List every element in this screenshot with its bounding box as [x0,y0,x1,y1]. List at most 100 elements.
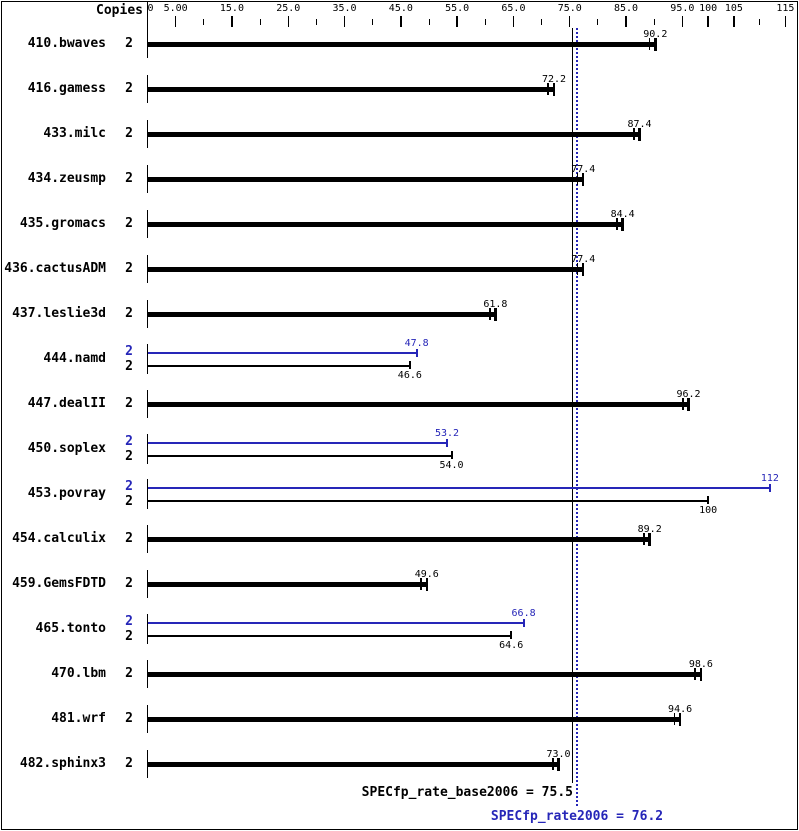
base-bar-inner-tick [633,128,635,140]
axis-minor-tick [484,19,486,25]
base-bar [148,365,410,367]
axis-minor-tick [597,19,599,25]
copies-value: 2 [125,531,133,546]
row-axis-segment [146,390,149,418]
base-bar-inner-tick [551,758,554,770]
row-axis-segment [146,30,149,58]
base-bar-inner-tick [576,173,579,185]
copies-value: 2 [125,306,133,321]
axis-baseline [146,2,149,30]
peak-bar-end-tick [446,439,449,447]
axis-tick-label: 85.0 [614,3,639,14]
base-bar [148,311,496,317]
benchmark-label: 465.tonto [35,621,106,636]
base-bar-inner-tick [673,713,676,725]
axis-major-tick [400,16,402,27]
base-value-label: 90.2 [643,29,668,40]
base-value-label: 84.4 [610,209,635,220]
benchmark-label: 444.namd [43,351,106,366]
base-bar [148,716,681,722]
base-value-label: 77.4 [571,164,596,175]
base-bar [148,131,640,137]
axis-minor-tick [203,19,205,25]
peak-value-label: 66.8 [511,608,536,619]
base-bar [148,266,584,272]
base-bar-end-tick [425,577,428,591]
row-axis-segment [146,660,149,688]
base-value-label: 94.6 [668,704,693,715]
copies-value-base: 2 [125,359,133,374]
peak-bar [148,487,770,489]
row-axis-segment [146,750,149,778]
benchmark-label: 450.soplex [27,441,106,456]
benchmark-label: 447.dealII [27,396,106,411]
base-bar [148,455,452,457]
base-bar-end-tick [621,217,624,231]
axis-tick-label: 100 [699,3,718,14]
axis-tick-label: 105 [724,3,743,14]
base-bar-inner-tick [694,668,696,680]
base-value-label: 77.4 [571,254,596,265]
axis-major-tick [174,16,177,27]
copies-value-base: 2 [125,449,133,464]
base-bar [148,41,656,47]
row-axis-segment [146,120,149,148]
base-bar-end-tick [450,451,453,459]
base-value-label: 46.6 [397,370,422,381]
row-axis-segment [146,300,149,328]
axis-major-tick [733,16,735,27]
row-axis-segment [146,570,149,598]
base-bar-end-tick [648,532,651,546]
copies-value-base: 2 [125,494,133,509]
copies-value: 2 [125,36,133,51]
base-bar [148,761,559,767]
axis-minor-tick [759,19,761,25]
axis-major-tick [231,16,233,27]
base-bar-end-tick [687,397,690,411]
benchmark-label: 434.zeusmp [27,171,106,186]
base-value-label: 100 [699,505,718,516]
base-bar-end-tick [678,712,682,726]
axis-minor-tick [541,19,543,25]
copies-value: 2 [125,126,133,141]
axis-major-tick [456,16,458,27]
base-bar [148,500,709,502]
base-value-label: 98.6 [688,659,713,670]
base-bar-inner-tick [682,398,684,410]
peak-bar [148,622,524,624]
peak-bar [148,352,417,354]
row-axis-segment [146,210,149,238]
axis-tick-label: 65.0 [501,3,526,14]
base-bar [148,581,427,587]
base-bar-end-tick [557,757,560,771]
benchmark-label: 470.lbm [51,666,106,681]
copies-value-peak: 2 [125,434,133,449]
peak-value-label: 53.2 [434,428,460,439]
benchmark-label: 410.bwaves [27,36,106,51]
benchmark-label: 481.wrf [51,711,106,726]
axis-tick-label: 95.0 [670,3,695,14]
copies-value: 2 [125,396,133,411]
benchmark-label: 416.gamess [27,81,106,96]
base-bar-end-tick [494,307,497,321]
axis-tick-label: 0 [147,3,154,14]
benchmark-label: 459.GemsFDTD [12,576,106,591]
copies-value-peak: 2 [125,479,133,494]
base-value-label: 64.6 [499,640,524,651]
base-bar-end-tick [582,262,585,276]
row-axis-segment [146,344,149,374]
axis-major-tick [343,16,346,27]
peak-bar-end-tick [768,484,771,492]
axis-tick-label: 115 [776,3,795,14]
base-bar-end-tick [699,667,703,681]
peak-bar [148,442,448,444]
base-bar-end-tick [707,496,710,504]
base-value-label: 89.2 [637,524,662,535]
base-bar-end-tick [582,172,585,186]
base-value-label: 96.2 [676,389,701,400]
benchmark-label: 436.cactusADM [4,261,106,276]
base-bar [148,635,512,637]
row-axis-segment [146,479,149,509]
benchmark-label: 437.leslie3d [12,306,106,321]
row-axis-segment [146,255,149,283]
